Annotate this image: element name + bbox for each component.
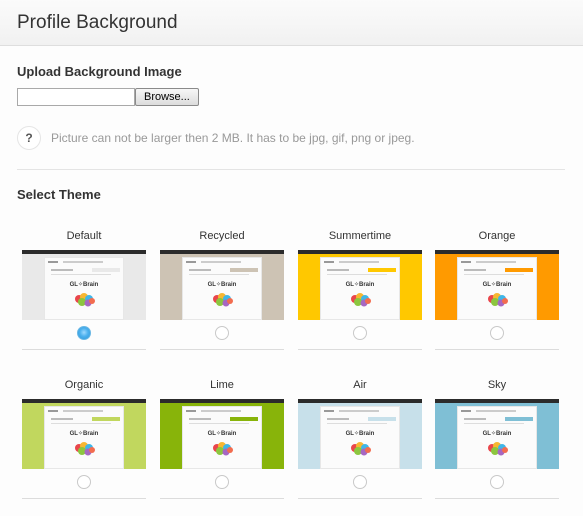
upload-help-text: Picture can not be larger then 2 MB. It … [51, 131, 415, 145]
theme-option-default[interactable]: Default GL✧Brain [22, 229, 146, 350]
theme-section-title: Select Theme [17, 187, 101, 202]
theme-label: Default [66, 230, 102, 242]
theme-radio-air[interactable] [353, 475, 367, 489]
theme-divider [298, 349, 422, 350]
page-title: Profile Background [17, 12, 178, 33]
theme-preview-image[interactable]: GL✧Brain [435, 399, 559, 469]
theme-radio-default[interactable] [77, 326, 91, 340]
section-divider [17, 169, 565, 170]
theme-preview-brand: GL✧Brain [207, 431, 237, 437]
theme-preview-image[interactable]: GL✧Brain [160, 399, 284, 469]
upload-section-title: Upload Background Image [17, 64, 182, 79]
profile-background-panel: Upload Background Image Browse... ? Pict… [0, 46, 583, 516]
file-upload-control: Browse... [17, 88, 199, 106]
theme-option-summertime[interactable]: Summertime GL✧Brain [298, 229, 422, 350]
theme-option-lime[interactable]: Lime GL✧Brain [160, 378, 284, 499]
theme-divider [298, 498, 422, 499]
theme-option-orange[interactable]: Orange GL✧Brain [435, 229, 559, 350]
upload-help: ? Picture can not be larger then 2 MB. I… [17, 126, 415, 150]
theme-divider [435, 498, 559, 499]
brain-logo-icon [213, 293, 233, 307]
theme-preview-image[interactable]: GL✧Brain [435, 250, 559, 320]
theme-preview-brand: GL✧Brain [345, 431, 375, 437]
theme-label: Orange [478, 230, 516, 242]
theme-radio-orange[interactable] [490, 326, 504, 340]
theme-divider [160, 349, 284, 350]
theme-preview-image[interactable]: GL✧Brain [298, 399, 422, 469]
theme-option-recycled[interactable]: Recycled GL✧Brain [160, 229, 284, 350]
theme-preview-brand: GL✧Brain [482, 431, 512, 437]
theme-divider [160, 498, 284, 499]
theme-preview-image[interactable]: GL✧Brain [298, 250, 422, 320]
brain-logo-icon [488, 442, 508, 456]
brain-logo-icon [488, 293, 508, 307]
theme-label: Organic [64, 379, 104, 391]
theme-preview-brand: GL✧Brain [482, 282, 512, 288]
theme-preview-brand: GL✧Brain [69, 431, 99, 437]
theme-radio-recycled[interactable] [215, 326, 229, 340]
theme-option-sky[interactable]: Sky GL✧Brain [435, 378, 559, 499]
theme-divider [22, 498, 146, 499]
theme-label: Air [353, 379, 367, 391]
page-header: Profile Background [0, 0, 583, 46]
theme-option-organic[interactable]: Organic GL✧Brain [22, 378, 146, 499]
browse-button[interactable]: Browse... [135, 88, 199, 106]
brain-logo-icon [75, 293, 95, 307]
theme-label: Summertime [328, 230, 392, 242]
theme-preview-image[interactable]: GL✧Brain [22, 250, 146, 320]
theme-divider [435, 349, 559, 350]
theme-option-air[interactable]: Air GL✧Brain [298, 378, 422, 499]
theme-preview-brand: GL✧Brain [345, 282, 375, 288]
theme-radio-sky[interactable] [490, 475, 504, 489]
theme-preview-brand: GL✧Brain [207, 282, 237, 288]
theme-preview-image[interactable]: GL✧Brain [22, 399, 146, 469]
theme-label: Lime [210, 379, 234, 391]
theme-label: Recycled [199, 230, 245, 242]
theme-radio-summertime[interactable] [353, 326, 367, 340]
theme-label: Sky [487, 379, 507, 391]
question-icon: ? [17, 126, 41, 150]
brain-logo-icon [213, 442, 233, 456]
brain-logo-icon [75, 442, 95, 456]
theme-preview-brand: GL✧Brain [69, 282, 99, 288]
theme-preview-image[interactable]: GL✧Brain [160, 250, 284, 320]
theme-radio-organic[interactable] [77, 475, 91, 489]
theme-radio-lime[interactable] [215, 475, 229, 489]
brain-logo-icon [351, 293, 371, 307]
brain-logo-icon [351, 442, 371, 456]
theme-divider [22, 349, 146, 350]
file-path-field[interactable] [17, 88, 135, 106]
